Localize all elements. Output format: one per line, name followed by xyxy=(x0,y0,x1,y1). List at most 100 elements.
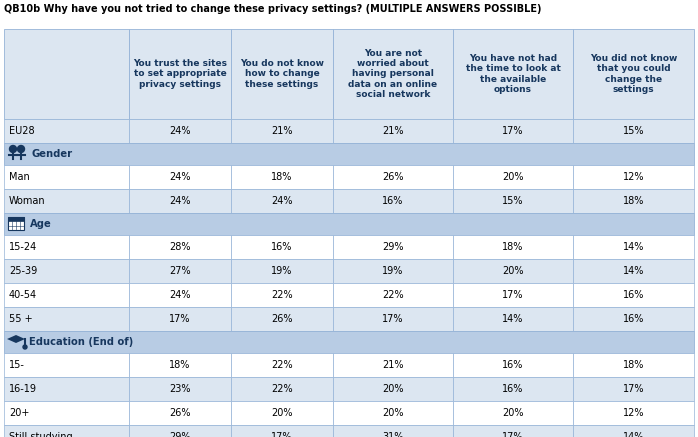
Text: 23%: 23% xyxy=(169,384,191,394)
Text: 15-: 15- xyxy=(9,360,25,370)
Bar xyxy=(129,29,231,119)
Bar xyxy=(453,259,573,283)
Bar xyxy=(453,189,573,213)
Bar xyxy=(4,401,129,425)
Bar xyxy=(333,259,453,283)
Text: 17%: 17% xyxy=(272,432,292,437)
Text: You are not
worried about
having personal
data on an online
social network: You are not worried about having persona… xyxy=(348,49,438,99)
Text: 16%: 16% xyxy=(503,384,524,394)
Text: 16%: 16% xyxy=(623,314,644,324)
Text: 25-39: 25-39 xyxy=(9,266,37,276)
Bar xyxy=(231,307,333,331)
Text: 26%: 26% xyxy=(272,314,292,324)
Bar xyxy=(573,425,694,437)
Bar xyxy=(573,353,694,377)
Bar xyxy=(4,235,129,259)
Text: 27%: 27% xyxy=(169,266,191,276)
Text: Still studying: Still studying xyxy=(9,432,73,437)
Bar xyxy=(573,307,694,331)
Bar xyxy=(129,425,231,437)
Bar xyxy=(231,165,333,189)
Text: 20%: 20% xyxy=(383,384,403,394)
Text: 26%: 26% xyxy=(383,172,403,182)
Bar xyxy=(231,119,333,143)
Text: Age: Age xyxy=(30,219,52,229)
Text: Man: Man xyxy=(9,172,30,182)
Bar xyxy=(129,401,231,425)
Text: 16%: 16% xyxy=(503,360,524,370)
Text: 18%: 18% xyxy=(503,242,524,252)
Bar xyxy=(453,283,573,307)
Polygon shape xyxy=(7,335,25,343)
Text: 21%: 21% xyxy=(383,126,403,136)
Bar xyxy=(333,377,453,401)
Circle shape xyxy=(10,146,17,153)
Bar xyxy=(129,259,231,283)
Bar xyxy=(129,353,231,377)
Text: 22%: 22% xyxy=(383,290,404,300)
Bar xyxy=(573,235,694,259)
Text: 21%: 21% xyxy=(383,360,403,370)
Bar xyxy=(573,29,694,119)
Text: 17%: 17% xyxy=(383,314,403,324)
Text: 18%: 18% xyxy=(170,360,191,370)
Bar xyxy=(333,283,453,307)
Bar xyxy=(231,353,333,377)
Bar xyxy=(4,29,129,119)
Bar xyxy=(453,235,573,259)
Bar xyxy=(4,189,129,213)
Bar xyxy=(129,119,231,143)
Text: 24%: 24% xyxy=(169,196,191,206)
Bar xyxy=(231,259,333,283)
Bar xyxy=(573,165,694,189)
Bar xyxy=(231,401,333,425)
Bar xyxy=(573,189,694,213)
Text: 55 +: 55 + xyxy=(9,314,33,324)
Text: 17%: 17% xyxy=(503,432,524,437)
Text: 29%: 29% xyxy=(169,432,191,437)
Text: 19%: 19% xyxy=(272,266,292,276)
Text: 16-19: 16-19 xyxy=(9,384,37,394)
Text: 17%: 17% xyxy=(503,290,524,300)
Text: 31%: 31% xyxy=(383,432,403,437)
Bar xyxy=(8,217,24,230)
Text: 15%: 15% xyxy=(503,196,524,206)
Bar xyxy=(129,377,231,401)
Bar xyxy=(4,143,694,165)
Bar xyxy=(333,235,453,259)
Text: 24%: 24% xyxy=(169,172,191,182)
Text: 18%: 18% xyxy=(623,360,644,370)
Bar xyxy=(333,165,453,189)
Bar xyxy=(4,165,129,189)
Text: 14%: 14% xyxy=(503,314,524,324)
Text: 20%: 20% xyxy=(503,172,524,182)
Text: 12%: 12% xyxy=(623,172,644,182)
Bar xyxy=(333,29,453,119)
Bar xyxy=(333,425,453,437)
Bar xyxy=(4,377,129,401)
Text: You do not know
how to change
these settings: You do not know how to change these sett… xyxy=(240,59,324,89)
Bar xyxy=(4,283,129,307)
Text: 12%: 12% xyxy=(623,408,644,418)
Bar xyxy=(231,29,333,119)
Bar xyxy=(231,283,333,307)
Bar xyxy=(4,425,129,437)
Bar xyxy=(453,165,573,189)
Bar xyxy=(231,189,333,213)
Bar xyxy=(231,377,333,401)
Bar xyxy=(231,235,333,259)
Circle shape xyxy=(17,146,24,153)
Text: 16%: 16% xyxy=(383,196,403,206)
Text: 15%: 15% xyxy=(623,126,644,136)
Text: 40-54: 40-54 xyxy=(9,290,37,300)
Bar xyxy=(129,307,231,331)
Text: EU28: EU28 xyxy=(9,126,35,136)
Bar xyxy=(573,283,694,307)
Text: Education (End of): Education (End of) xyxy=(29,337,133,347)
Text: 14%: 14% xyxy=(623,266,644,276)
Text: 24%: 24% xyxy=(169,126,191,136)
Text: 24%: 24% xyxy=(169,290,191,300)
Text: 20%: 20% xyxy=(503,266,524,276)
Bar xyxy=(333,189,453,213)
Text: 15-24: 15-24 xyxy=(9,242,37,252)
